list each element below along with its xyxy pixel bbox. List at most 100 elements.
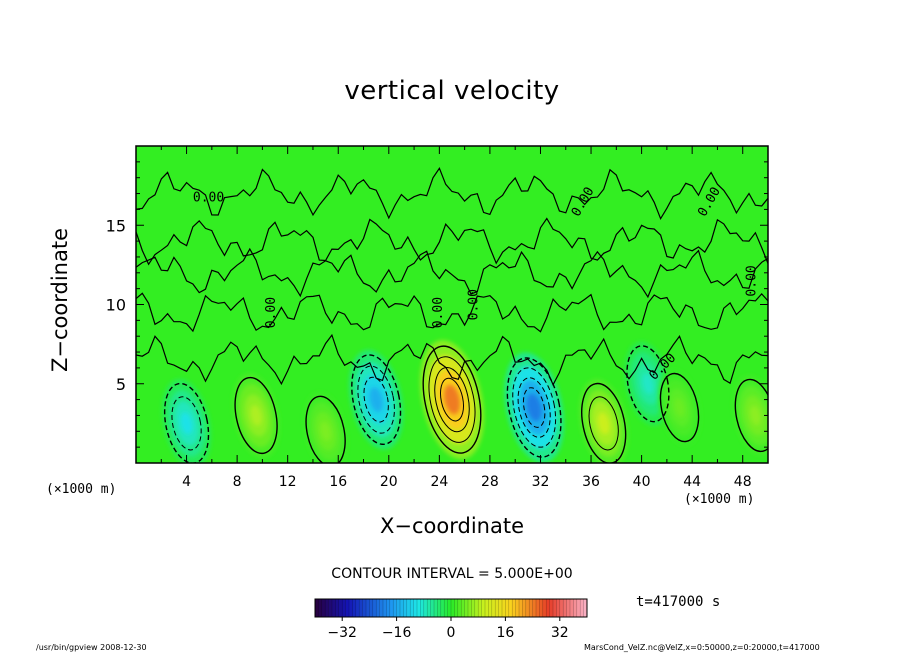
velocity-feature-8-fill-3: [674, 398, 685, 417]
colorbar-cell-70: [553, 599, 557, 617]
contour-line-0-1: [171, 396, 202, 451]
colorbar-cell-71: [556, 599, 561, 617]
colorbar-cell-76: [573, 599, 578, 617]
colorbar-cell-32: [423, 599, 428, 617]
y-tick-label-15: 15: [106, 216, 126, 235]
velocity-feature-3-fill-3: [369, 387, 383, 413]
velocity-feature-9-fill-3: [749, 405, 761, 426]
contour-line-5-1: [512, 367, 557, 448]
colorbar-cell-36: [437, 599, 442, 617]
colorbar-cell-2: [321, 599, 326, 617]
footer-left: /usr/bin/gpview 2008-12-30: [36, 643, 147, 652]
contour-line-8-0: [659, 372, 700, 443]
colorbar-cell-25: [400, 599, 404, 617]
x-axis-ticks: 4 8 12 16 20 24 28 32 36 40 44 48: [135, 146, 769, 490]
colorbar-cell-47: [474, 599, 479, 617]
colorbar-cell-57: [508, 599, 513, 617]
contour-label-7: 0.00: [744, 265, 759, 296]
colorbar-cell-46: [471, 599, 476, 617]
contour-line-3-0: [351, 354, 402, 446]
colorbar-cell-41: [454, 599, 459, 617]
colorbar-cell-51: [488, 599, 493, 617]
x-tick-label-40: 40: [633, 474, 651, 490]
colorbar-cell-67: [542, 599, 547, 617]
contour-line-6-1: [588, 396, 619, 451]
x-tick-label-20: 20: [380, 474, 398, 490]
x-tick-label-36: 36: [582, 474, 600, 490]
time-label: t=417000 s: [636, 594, 721, 610]
x-tick-label-16: 16: [329, 474, 347, 490]
contour-line-4-3: [440, 377, 464, 422]
colorbar-cell-20: [383, 599, 387, 617]
colorbar-cell-79: [583, 599, 588, 617]
colorbar-cell-0: [315, 599, 319, 617]
y-axis-ticks: 5 10 15: [106, 145, 768, 464]
colorbar-cell-43: [461, 599, 465, 617]
colorbar-cell-66: [539, 599, 544, 617]
x-tick-label-44: 44: [683, 474, 701, 490]
zero-contour-3: [136, 167, 768, 221]
colorbar-cell-69: [549, 599, 554, 617]
colorbar-cell-27: [406, 599, 411, 617]
colorbar-tick-label-3: 16: [496, 625, 514, 641]
colorbar-cell-35: [434, 599, 438, 617]
colorbar-cell-9: [345, 599, 350, 617]
colorbar-cell-39: [447, 599, 452, 617]
colorbar-cell-34: [430, 599, 435, 617]
colorbar-cell-21: [386, 599, 391, 617]
x-tick-label-28: 28: [481, 474, 499, 490]
colorbar-tick-label-2: 0: [447, 625, 456, 641]
contour-lines: [136, 167, 768, 463]
colorbar-cell-45: [468, 599, 472, 617]
contour-line-4-1: [428, 356, 476, 443]
velocity-feature-1-fill-3: [250, 404, 262, 426]
colorbar-cell-17: [372, 599, 377, 617]
colorbar-cell-12: [355, 599, 360, 617]
colorbar-cell-5: [332, 599, 336, 617]
contour-line-9-0: [734, 378, 768, 453]
colorbar-cell-44: [464, 599, 469, 617]
colorbar-cell-15: [366, 599, 370, 617]
colorbar-cell-73: [563, 599, 567, 617]
colorbar-cell-64: [532, 599, 537, 617]
x-tick-label-24: 24: [430, 474, 448, 490]
colorbar-cell-13: [359, 599, 363, 617]
colorbar-cell-38: [444, 599, 448, 617]
zero-contour-0: [136, 247, 768, 299]
colorbar-cell-60: [519, 599, 523, 617]
velocity-feature-5-fill-3: [526, 393, 542, 422]
contour-line-5-2: [517, 377, 551, 438]
x-tick-label-8: 8: [233, 474, 242, 490]
contour-line-3-1: [357, 365, 395, 434]
colorbar-cell-14: [362, 599, 367, 617]
contour-line-5-3: [522, 387, 546, 428]
contour-line-5-0: [506, 357, 562, 458]
x-tick-label-12: 12: [279, 474, 297, 490]
colorbar-cell-40: [451, 599, 455, 617]
contour-label-1: 0.00: [264, 297, 279, 328]
colorbar-cell-31: [420, 599, 425, 617]
x-axis-label: X−coordinate: [380, 514, 524, 538]
colorbar-cell-33: [427, 599, 431, 617]
colorbar-cell-53: [495, 599, 499, 617]
colorbar-cell-65: [536, 599, 540, 617]
y-tick-label-5: 5: [116, 375, 126, 394]
colorbar-cell-37: [440, 599, 445, 617]
zero-contour-2: [136, 217, 768, 266]
colorbar-cell-18: [376, 599, 380, 617]
colorbar-cell-28: [410, 599, 414, 617]
contour-line-2-0: [305, 395, 346, 463]
colorbar-cell-74: [566, 599, 571, 617]
colorbar-cell-16: [369, 599, 374, 617]
colorbar-cell-19: [379, 599, 384, 617]
velocity-feature-0-fill-3: [180, 412, 193, 435]
colorbar-tick-label-4: 32: [551, 625, 569, 641]
colorbar-cell-29: [413, 599, 418, 617]
velocity-feature-4-fill-3: [444, 384, 460, 415]
colorbar-cell-62: [525, 599, 530, 617]
x-axis-unit: (×1000 m): [684, 492, 755, 507]
velocity-feature-6-fill-3: [597, 412, 610, 435]
colorbar-cell-61: [522, 599, 527, 617]
chart-title: vertical velocity: [344, 76, 560, 106]
